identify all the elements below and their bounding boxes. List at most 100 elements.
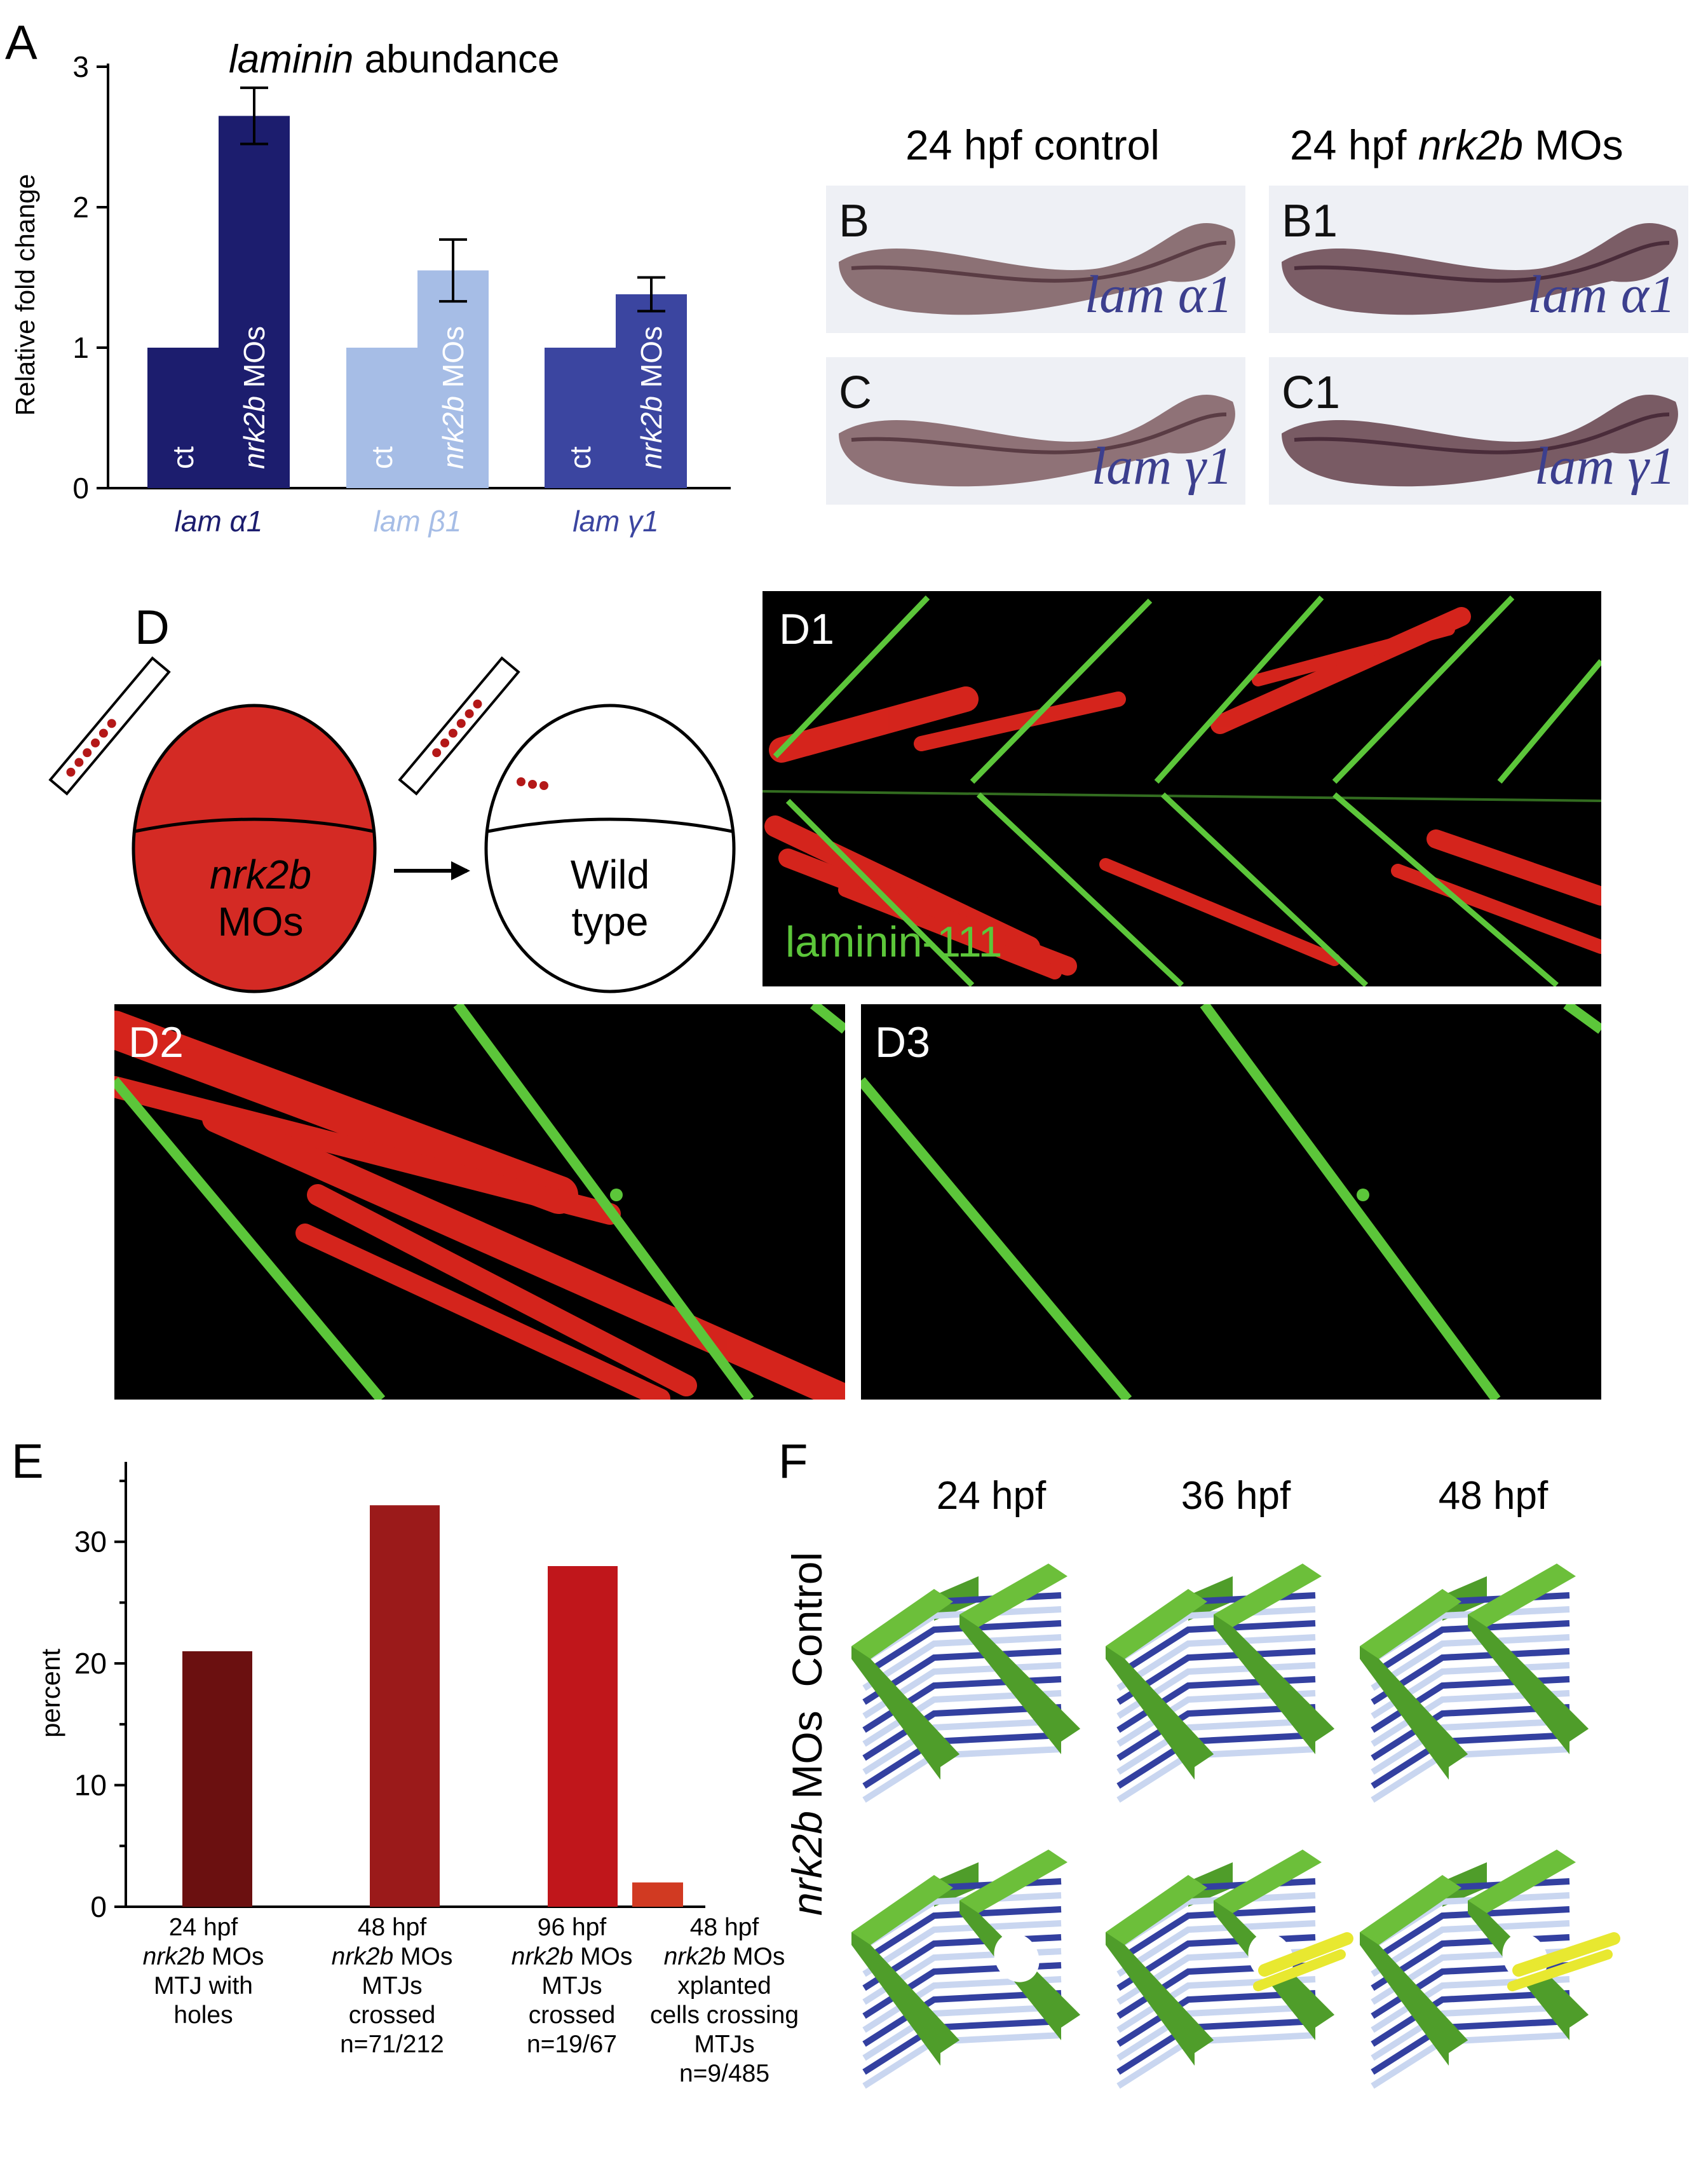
ish-letter-b: B	[839, 196, 870, 247]
control-chevron	[1360, 1564, 1589, 1803]
escaping-cell	[1512, 1932, 1620, 1977]
chevron-boundary-left	[851, 1875, 959, 2053]
panel-a-group-label: lam γ1	[573, 505, 658, 538]
panel-a-ytick-label: 3	[72, 50, 89, 83]
panel-a-title: laminin abundance	[229, 37, 560, 82]
panel-e-ytick-label: 20	[74, 1647, 107, 1680]
chevron-boundary-left-side	[1360, 1932, 1468, 2066]
injected-cells	[517, 777, 525, 786]
chevron-boundary-left-side	[1106, 1646, 1214, 1780]
ish-label-b1: lam α1	[1527, 265, 1676, 324]
mo-chevron	[1106, 1850, 1353, 2089]
chevron-boundary-left-side	[1360, 1646, 1468, 1780]
panel-e-xlabel-0-line1: 24 hpf	[168, 1914, 238, 1941]
muscle-fiber	[862, 1906, 1062, 1963]
muscle-fiber	[862, 1920, 1062, 1977]
chevron-boundary-left	[851, 1589, 959, 1767]
panel-a-bar	[219, 116, 290, 489]
panel-a-bar-chart: 0 1 2 3 ct nrk2b MOs lam α1 ct nrk2b MOs lam β1 ct…	[72, 50, 731, 538]
panel-e-xlabel-2-line2-rest: MOs	[573, 1943, 633, 1971]
panel-e-xlabel-0-line4: holes	[173, 2001, 233, 2029]
panel-a-bar-label-mo: nrk2b MOs	[635, 326, 668, 469]
panel-a-title-italic: laminin	[229, 37, 354, 81]
muscle-fiber	[1116, 1990, 1316, 2047]
panel-e-ytick-label: 0	[90, 1890, 107, 1923]
micrograph-d3-letter: D3	[875, 1018, 930, 1067]
chevron-boundary-left	[1106, 1875, 1214, 2053]
escaping-cell	[1507, 1949, 1613, 1991]
panel-a-bar-label-ct: ct	[365, 446, 398, 469]
arrow-icon	[394, 861, 470, 880]
chevron-boundary-right-side	[959, 1614, 1080, 1754]
host-embryo	[484, 704, 736, 993]
host-label-line1: Wild	[570, 852, 650, 897]
panel-e-xlabel-1-line4: crossed	[348, 2001, 436, 2029]
panel-a-bar-label-ct: ct	[166, 446, 200, 469]
micrograph-d1-stain-label: laminin-111	[785, 918, 1003, 966]
panel-letter-f: F	[778, 1435, 808, 1489]
chevron-boundary-right-side	[1214, 1614, 1334, 1754]
control-chevron	[1106, 1564, 1334, 1803]
micrograph-d1: D1 laminin-111	[762, 591, 1601, 986]
ish-image-c1: C1 lam γ1	[1269, 357, 1688, 505]
muscle-fiber	[862, 1704, 1062, 1761]
panel-e-xlabel-1-line2-italic: nrk2b	[331, 1943, 394, 1971]
muscle-fiber	[862, 1990, 1062, 2047]
panel-e-xlabel-3-line4: cells crossing	[649, 2001, 799, 2029]
panel-e-xlabel-0-line2-rest: MOs	[205, 1943, 264, 1971]
panel-a-bar	[147, 348, 219, 488]
mtj-hole	[994, 1933, 1040, 1982]
ish-image-c: C lam γ1	[826, 357, 1245, 505]
ish-label-c: lam γ1	[1091, 437, 1233, 496]
panel-e-xlabel-0: 24 hpf nrk2b MOs MTJ with holes	[133, 1913, 273, 2030]
chevron-boundary-right	[959, 1564, 1080, 1742]
micrograph-d2: D2	[114, 1004, 845, 1400]
ish-label-b: lam α1	[1084, 265, 1233, 324]
panel-a-bar-label-mo: nrk2b MOs	[238, 326, 271, 469]
micrograph-d3: D3	[861, 1004, 1601, 1400]
micrograph-d1-letter: D1	[779, 605, 834, 653]
escaping-cell	[1258, 1932, 1353, 1977]
chevron-boundary-right	[1468, 1564, 1589, 1742]
micrograph-d2-letter: D2	[128, 1018, 184, 1067]
panel-e-xlabel-3-line2-rest: MOs	[726, 1943, 785, 1971]
panel-e-xlabel-3-line5: MTJs	[694, 2031, 755, 2059]
ish-image-b1: B1 lam α1	[1269, 186, 1688, 333]
muscle-fiber	[1116, 1920, 1316, 1977]
chevron-boundary-left	[1360, 1875, 1468, 2053]
donor-needle-icon	[48, 656, 171, 796]
panel-a-group-label: lam α1	[175, 505, 263, 538]
chevron-boundary-left	[1360, 1589, 1468, 1767]
panel-e-xlabel-3: 48 hpf nrk2b MOs xplanted cells crossing…	[642, 1913, 807, 2089]
panel-a-bar	[616, 294, 687, 488]
panel-f-time-2: 48 hpf	[1438, 1474, 1549, 1518]
chevron-boundary-left-side	[851, 1646, 959, 1780]
host-label: Wild type	[502, 852, 718, 945]
mo-chevron	[851, 1850, 1080, 2089]
donor-embryo	[132, 704, 377, 993]
muscle-fiber	[1371, 1990, 1570, 2047]
panel-e-bar	[182, 1651, 252, 1907]
panel-e-xlabels: 24 hpf nrk2b MOs MTJ with holes 48 hpf n…	[114, 1913, 799, 2123]
panel-a-ytick-label: 1	[72, 331, 89, 364]
panel-e-xlabel-1-line3: MTJs	[362, 1972, 423, 2000]
muscle-fiber	[1116, 1704, 1316, 1761]
ish-letter-b1: B1	[1282, 196, 1338, 247]
control-chevron	[851, 1564, 1080, 1803]
panel-e-xlabel-1-line2-rest: MOs	[393, 1943, 453, 1971]
chevron-boundary-right-side	[1468, 1614, 1589, 1754]
ish-letter-c: C	[839, 367, 872, 418]
panel-e-xlabel-2-line5: n=19/67	[526, 2031, 618, 2059]
panel-b-header-control: 24 hpf control	[905, 121, 1160, 168]
panel-e-xlabel-3-line1: 48 hpf	[689, 1914, 759, 1941]
panel-e-ytick-label: 10	[74, 1769, 107, 1802]
panel-b-header-mo-suffix: MOs	[1522, 121, 1623, 168]
donor-label-italic: nrk2b	[209, 852, 312, 897]
muscle-fiber	[1116, 1906, 1316, 1963]
panel-a-ytick-label: 2	[72, 191, 89, 224]
panel-e-bar	[370, 1505, 440, 1907]
panel-e-xlabel-1-line1: 48 hpf	[357, 1914, 427, 1941]
ish-label-c1: lam γ1	[1534, 437, 1676, 496]
panel-e-xlabel-2-line1: 96 hpf	[537, 1914, 607, 1941]
panel-e-xlabel-2-line3: MTJs	[541, 1972, 602, 2000]
